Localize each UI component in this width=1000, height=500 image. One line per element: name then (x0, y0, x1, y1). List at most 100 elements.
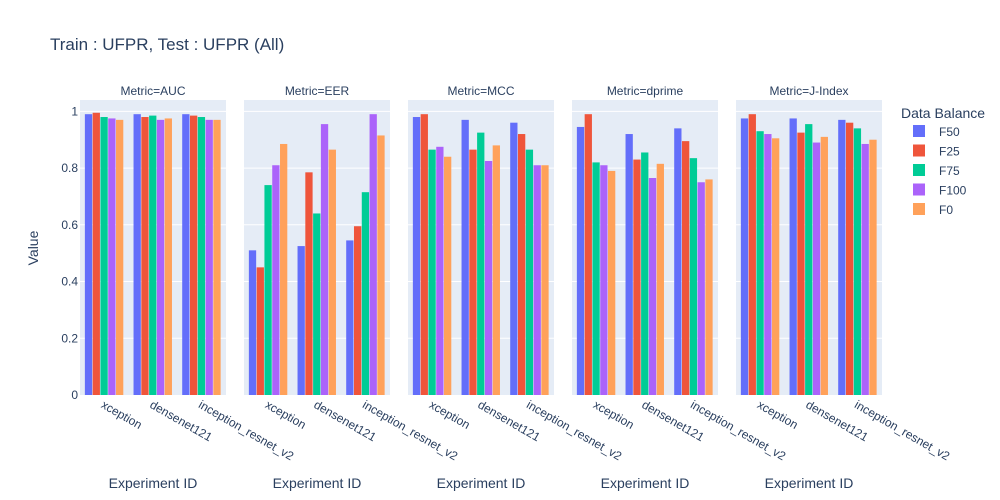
bar-F100-xception[interactable] (436, 146, 444, 395)
bar-F25-inception_resnet_v2[interactable] (517, 134, 526, 396)
bar-F50-xception[interactable] (576, 126, 585, 395)
bar-F50-xception[interactable] (84, 114, 93, 396)
bar-F75-xception[interactable] (100, 117, 108, 396)
bar-F25-densenet121[interactable] (305, 172, 313, 395)
bar-F0-inception_resnet_v2[interactable] (377, 135, 385, 395)
x-tick-label: xception (755, 397, 801, 431)
bar-F50-xception[interactable] (248, 250, 257, 395)
bar-F75-densenet121[interactable] (805, 124, 813, 395)
bar-F25-xception[interactable] (256, 267, 264, 395)
legend-label: F0 (939, 203, 953, 217)
x-tick-label: xception (263, 397, 309, 431)
bar-F75-inception_resnet_v2[interactable] (361, 192, 370, 395)
legend-item-F50[interactable]: F50 (913, 125, 960, 139)
legend-item-F0[interactable]: F0 (913, 203, 953, 217)
y-tick-label: 0.2 (61, 331, 78, 345)
bar-F100-inception_resnet_v2[interactable] (697, 182, 705, 395)
bar-F100-inception_resnet_v2[interactable] (861, 143, 869, 395)
bar-F50-inception_resnet_v2[interactable] (674, 128, 682, 395)
bar-F0-inception_resnet_v2[interactable] (705, 179, 713, 395)
bar-F50-inception_resnet_v2[interactable] (838, 119, 846, 395)
bar-F0-xception[interactable] (116, 119, 124, 395)
bar-F0-densenet121[interactable] (492, 145, 500, 395)
bar-F0-inception_resnet_v2[interactable] (869, 139, 877, 395)
y-tick-label: 0.6 (61, 218, 78, 232)
bar-F100-xception[interactable] (764, 134, 772, 396)
bar-F0-densenet121[interactable] (164, 118, 172, 395)
bar-F50-xception[interactable] (740, 118, 749, 395)
bar-F25-xception[interactable] (748, 114, 756, 396)
x-axis-title: Experiment ID (437, 475, 526, 491)
bar-F75-xception[interactable] (428, 149, 436, 395)
bar-F100-densenet121[interactable] (484, 160, 493, 395)
bar-F25-xception[interactable] (420, 114, 428, 396)
bar-F25-inception_resnet_v2[interactable] (353, 226, 362, 395)
bar-F25-inception_resnet_v2[interactable] (845, 122, 854, 395)
bar-F100-xception[interactable] (600, 165, 608, 395)
bar-F50-inception_resnet_v2[interactable] (182, 114, 190, 396)
legend-item-F25[interactable]: F25 (913, 144, 960, 159)
bar-F25-xception[interactable] (584, 114, 592, 396)
y-tick-label: 0.8 (61, 161, 78, 175)
bar-F75-densenet121[interactable] (149, 115, 157, 396)
bar-F50-inception_resnet_v2[interactable] (510, 122, 518, 395)
bar-F25-densenet121[interactable] (141, 117, 149, 396)
bar-F0-xception[interactable] (772, 138, 780, 395)
bar-F0-xception[interactable] (444, 156, 452, 395)
bar-F25-inception_resnet_v2[interactable] (681, 141, 690, 395)
bar-F75-xception[interactable] (756, 131, 764, 396)
chart-legend[interactable]: F50 F25 F75 F100 F0 (913, 125, 967, 217)
bar-F50-densenet121[interactable] (625, 134, 633, 396)
bar-F100-inception_resnet_v2[interactable] (369, 114, 377, 396)
bar-F25-densenet121[interactable] (633, 159, 641, 395)
bar-F75-densenet121[interactable] (641, 152, 649, 395)
bar-F50-densenet121[interactable] (133, 114, 141, 396)
bar-F75-inception_resnet_v2[interactable] (689, 158, 698, 395)
bar-F0-inception_resnet_v2[interactable] (213, 119, 221, 395)
bar-F75-densenet121[interactable] (477, 132, 485, 396)
panel-title: Metric=EER (285, 84, 350, 98)
bar-F75-inception_resnet_v2[interactable] (853, 128, 862, 395)
legend-label: F25 (939, 145, 960, 159)
bar-F0-xception[interactable] (608, 170, 616, 395)
x-tick-label: xception (99, 397, 145, 431)
bar-F0-xception[interactable] (280, 143, 288, 395)
x-axis-title: Experiment ID (273, 475, 362, 491)
legend-item-F100[interactable]: F100 (913, 183, 967, 198)
bar-F100-densenet121[interactable] (812, 142, 821, 395)
bar-F75-xception[interactable] (592, 162, 600, 395)
bar-F0-inception_resnet_v2[interactable] (541, 165, 549, 395)
legend-label: F100 (939, 184, 967, 198)
bar-F25-inception_resnet_v2[interactable] (189, 115, 198, 396)
legend-item-F75[interactable]: F75 (913, 164, 960, 178)
bar-F0-densenet121[interactable] (656, 163, 664, 395)
bar-F75-xception[interactable] (264, 185, 272, 395)
bar-F100-densenet121[interactable] (320, 124, 329, 395)
bar-F100-inception_resnet_v2[interactable] (205, 119, 213, 395)
bar-F100-densenet121[interactable] (156, 119, 165, 395)
bar-F100-inception_resnet_v2[interactable] (533, 165, 541, 395)
bar-F100-xception[interactable] (108, 118, 116, 395)
bar-F75-inception_resnet_v2[interactable] (197, 117, 206, 396)
bar-F50-inception_resnet_v2[interactable] (346, 240, 354, 395)
bar-F100-densenet121[interactable] (648, 178, 657, 395)
bar-F50-densenet121[interactable] (789, 118, 797, 395)
legend-swatch (913, 183, 925, 196)
bar-F25-densenet121[interactable] (797, 132, 805, 396)
bar-F50-xception[interactable] (412, 117, 421, 396)
bar-F75-densenet121[interactable] (313, 213, 321, 395)
bar-F25-xception[interactable] (92, 112, 100, 396)
bar-F75-inception_resnet_v2[interactable] (525, 149, 534, 395)
bar-F50-densenet121[interactable] (297, 246, 305, 395)
legend-swatch (913, 164, 925, 176)
x-axis-title: Experiment ID (765, 475, 854, 491)
bar-F100-xception[interactable] (272, 165, 280, 395)
bar-F0-densenet121[interactable] (820, 136, 828, 395)
y-tick-label: 0.4 (61, 275, 78, 289)
bar-F25-densenet121[interactable] (469, 149, 477, 395)
bar-F50-densenet121[interactable] (461, 119, 469, 395)
bar-F0-densenet121[interactable] (328, 149, 336, 395)
panel-title: Metric=J-Index (769, 84, 848, 98)
